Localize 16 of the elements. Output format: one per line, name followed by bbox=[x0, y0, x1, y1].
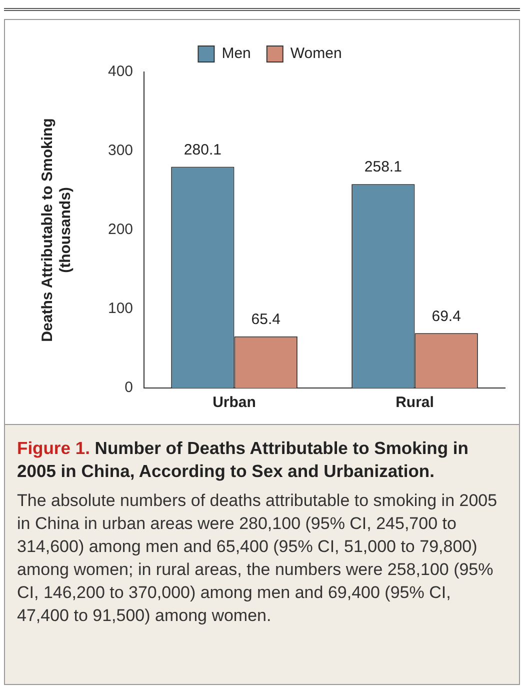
text: The absolute numbers of deaths attributable to smoking in 2005 in China in urban areas were 280,100 (95% CI, 245,700 to 314,600) among men and 65,400 (95% CI, 51,000 to 79,800) among women; in rural areas, the numbers were 258,100 (95% CI, 146,200 to 370,000) among men and 69,400 (95% CI, 47,400 to 91,500) among women. bbox=[17, 490, 498, 627]
text: Figure 1. Number of Deaths Attributable to Smoking in 2005 in China, According to Sex and Urbanization. bbox=[17, 437, 470, 483]
data-label: 258.1 bbox=[364, 158, 402, 176]
y-tick-label: 0 bbox=[124, 379, 134, 396]
y-tick-label: 300 bbox=[108, 142, 134, 160]
data-label: 65.4 bbox=[251, 310, 280, 328]
data-label: 69.4 bbox=[432, 308, 461, 325]
y-tick-label: 200 bbox=[108, 221, 134, 238]
x-tick-label: Rural bbox=[396, 394, 434, 412]
y-tick-label: 400 bbox=[108, 63, 134, 80]
legend-label: Men bbox=[222, 45, 251, 62]
data-label: 280.1 bbox=[184, 141, 222, 158]
x-tick-label: Urban bbox=[212, 394, 256, 412]
legend-label: Women bbox=[290, 45, 342, 62]
y-tick-label: 100 bbox=[108, 300, 134, 318]
y-axis-title: Deaths Attributable to Smoking (thousands) bbox=[39, 118, 74, 342]
